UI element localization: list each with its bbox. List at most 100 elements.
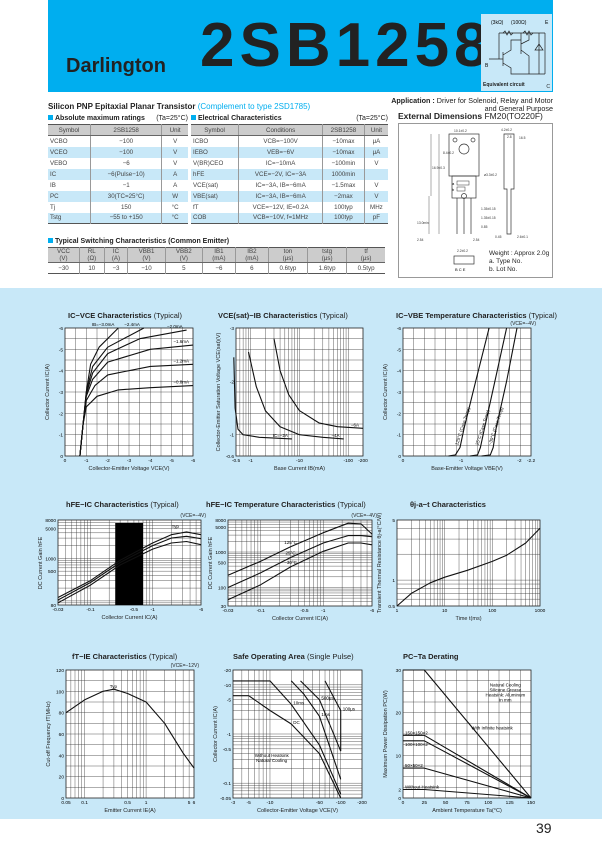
y-tick-label: -0.1 bbox=[223, 781, 232, 787]
cell bbox=[363, 168, 388, 180]
cell: μA bbox=[363, 135, 388, 147]
x-axis-label: Ambient Temperature Ta(°C) bbox=[432, 808, 502, 814]
lot-note: b. Lot No. bbox=[489, 266, 518, 273]
cell: VCE=−2V, IC=−3A bbox=[238, 168, 323, 180]
table-row: PC 30(TC=25°C) W bbox=[48, 190, 188, 202]
series-label: With Infinite heatsink bbox=[471, 726, 513, 731]
x-tick-label: -6 bbox=[199, 607, 204, 613]
dimensions-heading: External Dimensions bbox=[398, 111, 483, 121]
x-tick-label: 0.5 bbox=[124, 800, 131, 806]
x-tick-label: -6 bbox=[191, 458, 196, 464]
table-row: VCE(sat) IC=−3A, IB=−6mA −1.5max V bbox=[191, 179, 388, 191]
series-label: DC bbox=[293, 720, 300, 725]
table-row: VBE(sat) IC=−3A, IB=−6mA −2max V bbox=[191, 190, 388, 202]
cell: Unit bbox=[363, 124, 388, 136]
x-tick-label: 5 bbox=[188, 800, 191, 806]
y-tick-label: -4 bbox=[59, 369, 64, 375]
chart-title: VCE(sat)−IB Characteristics (Typical) bbox=[218, 311, 348, 320]
series-label: −2.4mA bbox=[124, 322, 140, 327]
chart-plot: -0.03 -0.1 -0.5 -1 -6 80 500 1000 5000 8000 Typ bbox=[45, 518, 204, 613]
x-tick-label: 150 bbox=[527, 800, 535, 806]
elec-table: Symbol Conditions 2SB1258 Unit ICBO VCB=−100V… bbox=[191, 124, 388, 224]
dimension-label: 16.5 bbox=[519, 136, 526, 140]
y-tick-label: 1 bbox=[392, 578, 395, 584]
dimension-label: 8.4±0.2 bbox=[443, 151, 454, 155]
y-tick-label: 10 bbox=[396, 753, 402, 759]
series-label: −1.6mA bbox=[173, 339, 189, 344]
x-tick-label: 0 bbox=[402, 800, 405, 806]
chart-theta-t: θj-a−t Characteristics Time t(ms) Transie… bbox=[367, 495, 555, 626]
dimension-label: 1.35±0.15 bbox=[481, 216, 496, 220]
elec-title: Electrical Characteristics bbox=[198, 115, 282, 122]
y-tick-label: 5000 bbox=[45, 527, 56, 533]
dimension-label: 4.2±0.2 bbox=[501, 128, 512, 132]
pin-labels: B C E bbox=[455, 267, 466, 272]
series-line bbox=[227, 522, 373, 576]
table-row: IC −6(Pulse−10) A bbox=[48, 168, 188, 180]
abs-max-cond: (Ta=25°C) bbox=[156, 115, 188, 122]
cell: A bbox=[161, 168, 188, 180]
x-tick-label: -100 bbox=[344, 458, 354, 464]
cell: −10max bbox=[322, 135, 365, 147]
cell: −55 to +150 bbox=[89, 212, 162, 224]
x-axis-label: Collector Current IC(A) bbox=[272, 616, 328, 622]
x-axis-label: Emitter Current IE(A) bbox=[104, 808, 156, 814]
y-tick-label: 1000 bbox=[215, 550, 226, 556]
x-tick-label: -6 bbox=[370, 608, 375, 614]
y-tick-label: 0 bbox=[398, 454, 401, 460]
chart-annotation: Typ bbox=[110, 684, 118, 689]
cell: VCC (V) bbox=[48, 247, 80, 263]
table-header: VCC (V) RL (Ω) IC (A) VBB1 (V) VBB2 (V) IB1 (mA) IB2… bbox=[48, 247, 385, 263]
series-line bbox=[247, 351, 344, 440]
y-tick-label: -0.5 bbox=[223, 747, 232, 753]
redaction-block bbox=[115, 523, 144, 605]
cell: 2SB1258 bbox=[89, 124, 162, 136]
cell: IB bbox=[50, 181, 56, 189]
table-row: ICBO VCB=−100V −10max μA bbox=[191, 135, 388, 147]
x-tick-label: -5 bbox=[247, 800, 252, 806]
chart-condition: (VCE=−4V) bbox=[351, 513, 377, 519]
dimension-label: 2.8 bbox=[507, 135, 512, 139]
y-tick-label: 80 bbox=[59, 711, 65, 717]
x-axis-label: Collector-Emitter Voltage VCE(V) bbox=[257, 808, 338, 814]
x-axis-label: Collector Current IC(A) bbox=[101, 615, 158, 621]
cell: W bbox=[161, 190, 188, 202]
cell: IC bbox=[48, 168, 91, 180]
x-tick-label: -0.03 bbox=[223, 608, 234, 614]
x-tick-label: 1000 bbox=[535, 608, 546, 614]
x-tick-label: -50 bbox=[316, 800, 323, 806]
y-tick-label: 20 bbox=[396, 711, 402, 717]
cell: V bbox=[363, 157, 388, 169]
dimension-notes: Weight : Approx 2.0g a. Type No. b. Lot … bbox=[489, 250, 549, 274]
part-number: 2SB1258 bbox=[200, 11, 494, 80]
x-tick-label: 10 bbox=[442, 608, 448, 614]
cell: 1.6typ bbox=[307, 262, 347, 274]
series-line bbox=[403, 740, 532, 799]
x-axis-label: Base Current IB(mA) bbox=[273, 466, 326, 472]
cell: −3 bbox=[103, 262, 128, 274]
cell: ICBO bbox=[193, 137, 209, 145]
table-header: Symbol Conditions 2SB1258 Unit bbox=[191, 124, 388, 136]
cell: 6 bbox=[234, 262, 269, 274]
dimension-label: 0.85 bbox=[481, 225, 488, 229]
equivalent-circuit: (3kΩ) (100Ω) E B Equivalent circuit C bbox=[481, 14, 552, 91]
chart-plot: -3 -5 -10 -50 -100 -200 -0.05 -0.1 -0.5 -1 -5 -10 -2… bbox=[220, 668, 367, 806]
series-line bbox=[481, 327, 518, 457]
y-tick-label: -2 bbox=[397, 411, 402, 417]
cell: °C bbox=[161, 201, 188, 213]
series-label: 150×150×2 bbox=[405, 730, 428, 735]
y-tick-label: -4 bbox=[397, 369, 402, 375]
dimension-label: 2.6±0.1 bbox=[517, 235, 528, 239]
cell: V bbox=[161, 146, 188, 158]
series-line bbox=[403, 767, 532, 799]
switching-table: VCC (V) RL (Ω) IC (A) VBB1 (V) VBB2 (V) IB1 (mA) IB2… bbox=[48, 247, 385, 274]
table-row: COB VCB=−10V, f=1MHz 100typ pF bbox=[191, 212, 388, 224]
package-outline-icon: a b 10.1±0.2 4.2±0.2 2.8 16.5 8.4±0.2 16.9±0.… bbox=[417, 128, 528, 272]
cell: 0.6typ bbox=[267, 262, 308, 274]
dimension-label: 2.54 bbox=[473, 238, 480, 242]
cell: °C bbox=[161, 212, 188, 224]
table-row: Tj 150 °C bbox=[48, 201, 188, 213]
cell: IB2 (mA) bbox=[234, 247, 269, 263]
series-line bbox=[300, 680, 342, 752]
chart-title: hFE−IC Temperature Characteristics (Typi… bbox=[206, 500, 366, 509]
